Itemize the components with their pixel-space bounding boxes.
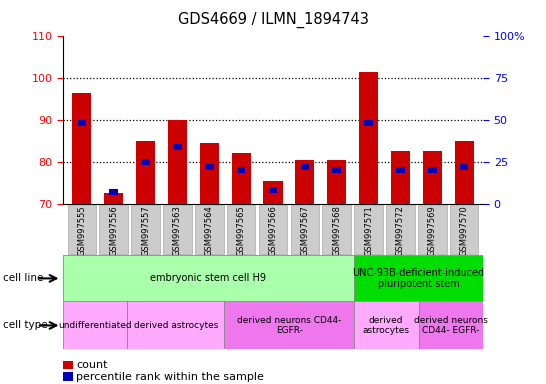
FancyBboxPatch shape	[259, 205, 287, 254]
Bar	[391, 151, 410, 204]
Bar	[173, 144, 182, 150]
FancyBboxPatch shape	[68, 205, 96, 254]
Bar	[295, 160, 314, 204]
Bar	[454, 141, 473, 204]
Bar	[423, 151, 442, 204]
Text: derived
astrocytes: derived astrocytes	[363, 316, 410, 335]
Text: GSM997570: GSM997570	[460, 205, 468, 256]
Text: undifferentiated: undifferentiated	[58, 321, 132, 330]
Text: UNC-93B-deficient-induced
pluripotent stem: UNC-93B-deficient-induced pluripotent st…	[353, 268, 485, 289]
Bar	[364, 120, 373, 126]
Text: derived neurons
CD44- EGFR-: derived neurons CD44- EGFR-	[414, 316, 488, 335]
Bar	[333, 167, 341, 173]
Text: GSM997568: GSM997568	[332, 205, 341, 256]
FancyBboxPatch shape	[354, 301, 419, 349]
Bar	[396, 167, 405, 173]
Text: count: count	[76, 360, 108, 370]
Text: GSM997555: GSM997555	[78, 205, 86, 256]
Bar	[168, 120, 187, 204]
Text: percentile rank within the sample: percentile rank within the sample	[76, 372, 264, 382]
FancyBboxPatch shape	[131, 205, 160, 254]
Bar	[109, 189, 118, 195]
FancyBboxPatch shape	[386, 205, 415, 254]
FancyBboxPatch shape	[127, 301, 224, 349]
Bar	[104, 193, 123, 204]
Text: GSM997557: GSM997557	[141, 205, 150, 256]
FancyBboxPatch shape	[224, 301, 354, 349]
Bar	[327, 160, 346, 204]
FancyBboxPatch shape	[227, 205, 256, 254]
FancyBboxPatch shape	[354, 205, 383, 254]
Text: GSM997564: GSM997564	[205, 205, 214, 256]
Text: cell type: cell type	[3, 320, 48, 331]
FancyBboxPatch shape	[290, 205, 319, 254]
FancyBboxPatch shape	[63, 301, 127, 349]
Text: GSM997572: GSM997572	[396, 205, 405, 256]
Bar	[269, 187, 277, 193]
Bar	[205, 164, 213, 170]
FancyBboxPatch shape	[418, 205, 447, 254]
Bar	[460, 164, 468, 170]
Bar	[300, 164, 309, 170]
Bar	[237, 167, 246, 173]
Text: GSM997566: GSM997566	[269, 205, 277, 256]
Text: GDS4669 / ILMN_1894743: GDS4669 / ILMN_1894743	[177, 12, 369, 28]
Bar	[78, 120, 86, 126]
Text: GSM997563: GSM997563	[173, 205, 182, 256]
FancyBboxPatch shape	[450, 205, 478, 254]
Text: GSM997556: GSM997556	[109, 205, 118, 256]
Text: GSM997571: GSM997571	[364, 205, 373, 256]
Text: derived neurons CD44-
EGFR-: derived neurons CD44- EGFR-	[237, 316, 341, 335]
Text: derived astrocytes: derived astrocytes	[134, 321, 218, 330]
Bar	[136, 141, 155, 204]
Text: GSM997567: GSM997567	[300, 205, 310, 256]
Bar	[200, 143, 219, 204]
FancyBboxPatch shape	[163, 205, 192, 254]
Bar	[263, 180, 283, 204]
FancyBboxPatch shape	[419, 301, 483, 349]
Bar	[428, 167, 437, 173]
Bar	[141, 159, 150, 165]
Text: cell line: cell line	[3, 273, 43, 283]
Text: GSM997569: GSM997569	[428, 205, 437, 256]
FancyBboxPatch shape	[195, 205, 224, 254]
Bar	[73, 93, 92, 204]
Bar	[359, 72, 378, 204]
FancyBboxPatch shape	[322, 205, 351, 254]
FancyBboxPatch shape	[63, 255, 354, 301]
FancyBboxPatch shape	[99, 205, 128, 254]
Text: GSM997565: GSM997565	[236, 205, 246, 256]
FancyBboxPatch shape	[354, 255, 483, 301]
Text: embryonic stem cell H9: embryonic stem cell H9	[150, 273, 266, 283]
Bar	[232, 154, 251, 204]
